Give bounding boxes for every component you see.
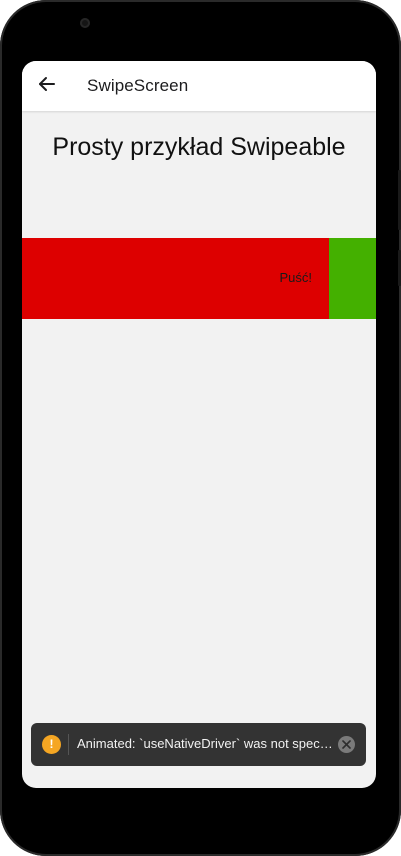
app-bar: SwipeScreen bbox=[22, 61, 376, 111]
page-heading: Prosty przykład Swipeable bbox=[52, 133, 346, 161]
arrow-left-icon bbox=[37, 74, 57, 99]
close-icon[interactable] bbox=[338, 736, 355, 753]
warning-icon: ! bbox=[42, 735, 61, 754]
swipeable-content[interactable]: Puść! bbox=[22, 238, 329, 319]
screen: SwipeScreen Prosty przykład Swipeable Pu… bbox=[22, 61, 376, 788]
power-button bbox=[398, 250, 401, 286]
app-bar-title: SwipeScreen bbox=[87, 76, 189, 95]
swipeable-row[interactable]: Puść! bbox=[22, 238, 376, 319]
swipe-label: Puść! bbox=[279, 270, 312, 285]
warning-toast[interactable]: ! Animated: `useNativeDriver` was not sp… bbox=[31, 723, 366, 766]
front-camera bbox=[80, 18, 90, 28]
toast-message: Animated: `useNativeDriver` was not spec… bbox=[77, 736, 335, 751]
swipe-action-panel[interactable] bbox=[329, 238, 376, 319]
toast-divider bbox=[68, 734, 69, 755]
volume-button bbox=[398, 170, 401, 230]
back-button[interactable] bbox=[34, 73, 60, 99]
